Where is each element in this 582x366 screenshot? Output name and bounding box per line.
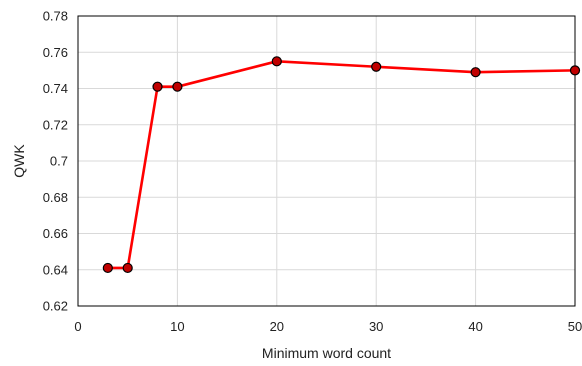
x-axis-tick-labels: 0 10 20 30 40 50 [74, 319, 582, 334]
x-tick-label: 20 [270, 319, 284, 334]
y-axis-tick-labels: 0.62 0.64 0.66 0.68 0.7 0.72 0.74 0.76 0.78 [43, 9, 68, 314]
y-axis-title: QWK [11, 144, 27, 178]
x-axis-title: Minimum word count [262, 345, 391, 361]
plot-area-frame [77, 15, 576, 307]
x-tick-label: 0 [74, 319, 81, 334]
y-tick-label: 0.76 [43, 45, 68, 60]
x-tick-label: 50 [568, 319, 582, 334]
y-tick-label: 0.72 [43, 117, 68, 132]
x-tick-label: 40 [468, 319, 482, 334]
data-point [569, 65, 581, 76]
y-tick-label: 0.62 [43, 299, 68, 314]
data-point [172, 81, 183, 92]
series-line [107, 60, 576, 270]
x-tick-label: 10 [170, 319, 184, 334]
data-point [122, 262, 133, 274]
grid-lines [77, 15, 576, 307]
x-tick-label: 30 [369, 319, 383, 334]
data-point [152, 81, 163, 92]
y-tick-label: 0.68 [43, 190, 68, 205]
data-point [371, 61, 382, 72]
data-point [470, 67, 481, 78]
data-point [271, 56, 282, 67]
y-tick-label: 0.64 [43, 262, 68, 277]
y-tick-label: 0.66 [43, 226, 68, 241]
y-tick-label: 0.74 [43, 81, 68, 96]
y-tick-label: 0.7 [50, 154, 68, 169]
y-tick-label: 0.78 [43, 9, 68, 24]
data-series [102, 56, 581, 274]
data-point [102, 262, 113, 274]
